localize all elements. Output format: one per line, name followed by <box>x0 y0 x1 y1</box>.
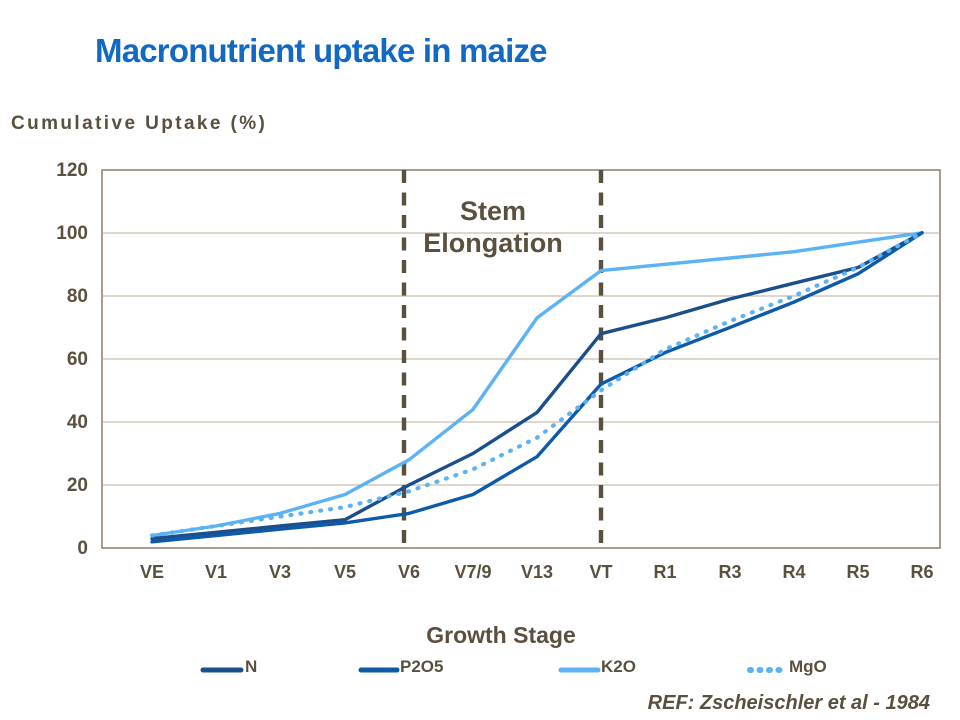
svg-text:80: 80 <box>67 286 88 307</box>
svg-text:R3: R3 <box>718 562 741 582</box>
svg-text:VE: VE <box>140 562 164 582</box>
svg-text:V13: V13 <box>521 562 553 582</box>
svg-text:V7/9: V7/9 <box>454 562 491 582</box>
svg-text:120: 120 <box>56 160 88 181</box>
svg-text:20: 20 <box>67 475 88 496</box>
svg-text:R4: R4 <box>782 562 805 582</box>
svg-text:V1: V1 <box>205 562 227 582</box>
svg-text:Elongation: Elongation <box>423 228 562 258</box>
svg-text:R1: R1 <box>653 562 676 582</box>
svg-text:V3: V3 <box>269 562 291 582</box>
svg-text:VT: VT <box>589 562 612 582</box>
svg-text:40: 40 <box>67 412 88 433</box>
svg-text:V6: V6 <box>398 562 420 582</box>
svg-text:0: 0 <box>77 538 88 559</box>
svg-text:100: 100 <box>56 223 88 244</box>
svg-text:60: 60 <box>67 349 88 370</box>
svg-text:R5: R5 <box>846 562 869 582</box>
svg-text:V5: V5 <box>334 562 356 582</box>
svg-text:Stem: Stem <box>460 196 526 226</box>
svg-text:R6: R6 <box>910 562 933 582</box>
